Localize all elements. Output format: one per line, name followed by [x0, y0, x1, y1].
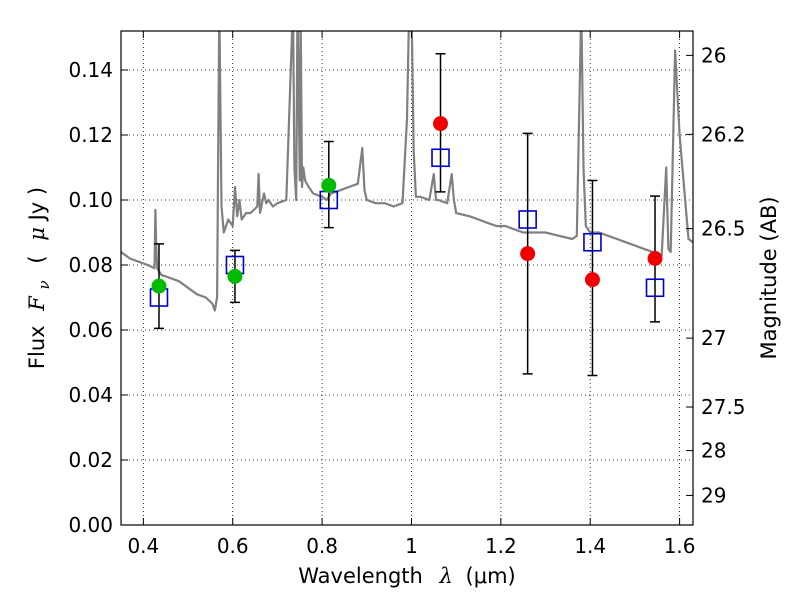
- y2-axis-label: Magnitude (AB): [757, 196, 781, 359]
- y-axis-label: Flux F ν ( μ Jy ): [25, 187, 54, 369]
- x-tick-label: 1.6: [664, 534, 696, 558]
- y-axis-label-text: Flux: [25, 325, 49, 369]
- model-point: [645, 278, 665, 298]
- y-axis-label-unit: Jy ): [25, 187, 49, 223]
- x-axis-label-symbol: λ: [439, 564, 453, 588]
- observed-point: [584, 272, 600, 288]
- y-axis-label-subscript: ν: [35, 280, 53, 289]
- x-axis-label-text: Wavelength: [298, 564, 423, 588]
- y-axis-label-mu: μ: [25, 227, 49, 241]
- x-tick-label: 1.2: [485, 534, 517, 558]
- model-point: [431, 148, 450, 168]
- observed-point: [151, 278, 167, 294]
- y2-tick-label: 28: [701, 439, 726, 463]
- model-point: [583, 232, 602, 252]
- y2-tick-label: 27: [701, 326, 726, 350]
- x-axis-label-unit: (μm): [466, 564, 516, 588]
- x-tick-label: 1: [405, 534, 418, 558]
- observed-point: [647, 251, 663, 266]
- y2-tick-label: 27.5: [701, 395, 746, 419]
- y2-tick-label: 26.2: [701, 122, 746, 146]
- y-tick-label: 0.12: [68, 123, 113, 147]
- x-axis-label: Wavelength λ (μm): [298, 564, 515, 588]
- y-axis-label-open: (: [25, 255, 49, 263]
- y-tick-label: 0.04: [68, 383, 113, 407]
- y-tick-label: 0.10: [68, 188, 113, 212]
- y-tick-label: 0.14: [68, 58, 113, 82]
- y-tick-label: 0.06: [68, 318, 113, 342]
- observed-layer: [151, 116, 663, 294]
- y2-tick-label: 29: [701, 483, 726, 507]
- x-tick-label: 1.4: [574, 534, 606, 558]
- y2-tick-label: 26.5: [701, 217, 746, 241]
- x-tick-label: 0.6: [217, 534, 249, 558]
- observed-point: [433, 116, 449, 132]
- y-tick-label: 0.00: [68, 513, 113, 537]
- x-tick-label: 0.8: [306, 534, 338, 558]
- y-axis-label-symbol: F: [25, 295, 49, 312]
- model-point: [518, 210, 537, 229]
- observed-point: [321, 177, 337, 193]
- ticks: [121, 31, 693, 526]
- observed-point: [520, 246, 536, 262]
- y-tick-label: 0.08: [68, 253, 113, 277]
- spectrum-line: [121, 31, 693, 312]
- tick-labels: 0.4 0.6 0.8 1 1.2 1.4 1.6 0.00 0.02 0.04 0.06 0.08 0…: [68, 43, 745, 558]
- y2-tick-label: 26: [701, 43, 726, 67]
- x-tick-label: 0.4: [127, 534, 159, 558]
- y-tick-label: 0.02: [68, 448, 113, 472]
- spectrum-layer: [121, 31, 693, 312]
- plot-frame: [120, 30, 694, 526]
- observed-point: [227, 268, 243, 284]
